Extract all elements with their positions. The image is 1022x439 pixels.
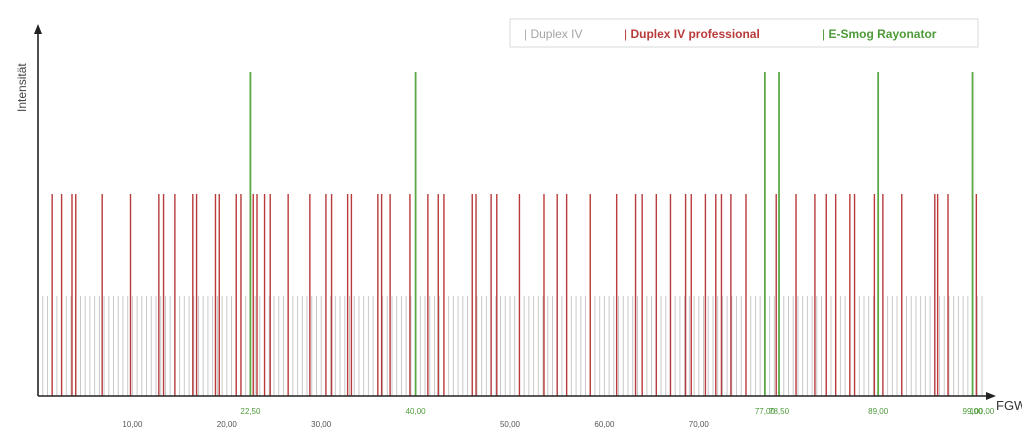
x-axis-title: FGW (996, 398, 1022, 413)
x-tick-label-highlighted-1: 40,00 (406, 407, 427, 416)
x-tick-label-highlighted-4: 89,00 (868, 407, 889, 416)
duplex-iv-series (42, 296, 983, 396)
x-tick-label-2: 30,00 (311, 420, 332, 429)
legend-swatch-e-smog-rayonator: | (822, 27, 828, 41)
legend-swatch-duplex-iv: | (524, 27, 530, 41)
legend-label-duplex-iv: Duplex IV (530, 27, 582, 41)
duplex-iv-professional-series (51, 194, 978, 396)
x-tick-label-4: 60,00 (594, 420, 615, 429)
legend-item-e-smog-rayonator: | E-Smog Rayonator (822, 27, 937, 41)
x-tick-label-5: 70,00 (689, 420, 710, 429)
legend-label-e-smog-rayonator: E-Smog Rayonator (828, 27, 936, 41)
x-tick-label-highlighted-2: 77,00 (755, 407, 776, 416)
y-axis-title: Intensität (15, 63, 29, 112)
x-tick-label-highlighted-5: 99,00 (963, 407, 984, 416)
e-smog-rayonator-series (249, 72, 974, 396)
x-tick-label-highlighted-6: 100,00 (970, 407, 995, 416)
legend-item-duplex-iv-professional: | Duplex IV professional (624, 27, 760, 41)
legend: | Duplex IV | Duplex IV professional | E… (509, 18, 979, 48)
y-axis-arrow (34, 24, 42, 34)
x-tick-label-3: 50,00 (500, 420, 521, 429)
x-tick-label-highlighted-3: 78,50 (769, 407, 790, 416)
x-axis-arrow (986, 392, 996, 400)
x-tick-label-highlighted-0: 22,50 (240, 407, 261, 416)
legend-swatch-duplex-iv-professional: | (624, 27, 630, 41)
x-tick-label-1: 20,00 (217, 420, 238, 429)
x-tick-label-0: 10,00 (122, 420, 143, 429)
legend-item-duplex-iv: | Duplex IV (524, 27, 582, 41)
legend-label-duplex-iv-professional: Duplex IV professional (630, 27, 759, 41)
legend-box (509, 18, 979, 48)
x-tick-labels: 10,00 20,00 30,00 50,00 60,00 70,00 (122, 420, 709, 429)
